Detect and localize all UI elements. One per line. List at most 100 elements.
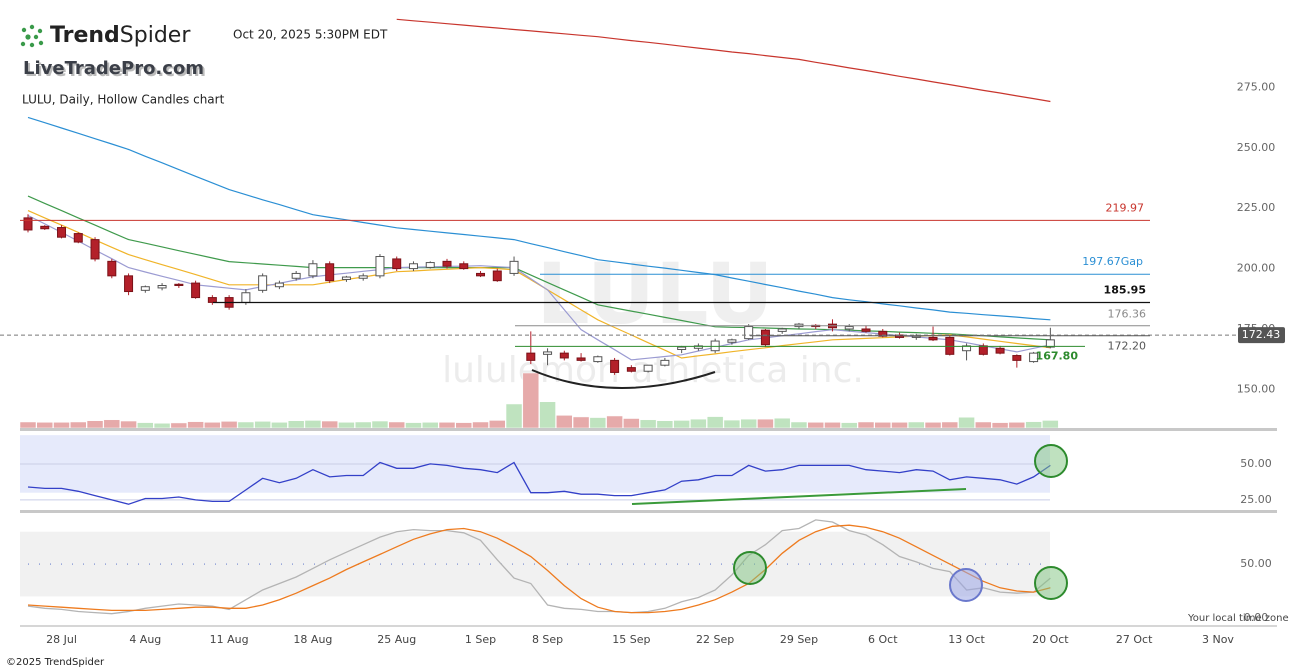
candle-body [274, 282, 284, 288]
candle-body [777, 328, 787, 332]
candle-body [23, 217, 33, 231]
y-tick-label: 25.00 [1240, 493, 1272, 506]
indicator-line [27, 461, 1051, 505]
x-tick-label: 8 Sep [532, 633, 563, 646]
x-tick-label: 20 Oct [1032, 633, 1069, 646]
volume-bar [656, 420, 674, 428]
volume-bar [237, 421, 255, 428]
candle-body [157, 285, 167, 289]
volume-bar [740, 418, 757, 428]
cup-drawing [531, 369, 716, 389]
volume-bar [53, 422, 70, 428]
timestamp: Oct 20, 2025 5:30PM EDT [233, 28, 388, 42]
site-watermark: LiveTradePro.com [23, 58, 204, 79]
candle-body [90, 239, 100, 260]
candle-body [995, 347, 1005, 354]
volume-bar [790, 421, 808, 428]
candle-body [727, 339, 737, 343]
y-tick-label: 200.00 [1237, 262, 1276, 275]
volume-bar [924, 422, 942, 428]
level-value: 176.36 [1108, 308, 1147, 321]
x-tick-label: 3 Nov [1202, 633, 1234, 646]
site-shadow: LiveTradePro.com [25, 60, 206, 81]
indicator-line [27, 524, 1051, 614]
footer: ©2025 TrendSpider [6, 657, 105, 668]
candle-body [40, 225, 50, 230]
timezone-note: Your local time zone [1187, 613, 1289, 624]
y-tick-label: 225.00 [1237, 201, 1276, 214]
candle-body [626, 367, 636, 372]
candle-body [677, 346, 687, 351]
level-label: 167.80 [1036, 349, 1079, 362]
y-tick-label: 275.00 [1237, 80, 1276, 93]
volume-bar [991, 422, 1009, 428]
candle-body [207, 297, 217, 303]
highlight-circle [733, 551, 767, 585]
candle-body [442, 260, 452, 267]
volume-bar [489, 420, 506, 428]
volume-bar [36, 422, 54, 428]
candle-body [174, 283, 184, 287]
symbol-watermark: LULU [536, 245, 773, 343]
volume-bar [975, 421, 992, 428]
volume-bar [539, 401, 556, 428]
candle-body [576, 357, 586, 361]
volume-bar [673, 420, 690, 428]
volume-bar [170, 422, 188, 428]
panel-separator [20, 428, 1277, 431]
candle-body [744, 326, 754, 340]
volume-bar [271, 422, 288, 428]
logo-icon [20, 24, 44, 48]
volume-bar [354, 421, 372, 428]
level-tag: Gap [1121, 255, 1143, 268]
volume-bar [455, 422, 473, 428]
volume-bar [1025, 421, 1042, 428]
volume-bar [371, 420, 389, 428]
volume-bar [723, 419, 741, 428]
volume-bar [556, 415, 573, 428]
candle-body [408, 263, 418, 270]
volume-bar [421, 422, 439, 428]
x-tick-label: 13 Oct [948, 633, 985, 646]
volume-bar [86, 420, 104, 428]
candle-body [610, 359, 620, 373]
y-tick-label: 150.00 [1237, 382, 1276, 395]
volume-bar [505, 403, 523, 428]
candle-body [375, 256, 385, 277]
candle-body [526, 352, 536, 361]
level-value: 219.97 [1106, 201, 1145, 214]
level-label: 172.20 [1108, 340, 1147, 353]
volume-bar [773, 417, 791, 428]
highlight-circle [949, 568, 983, 602]
level-label: 185.95 [1104, 284, 1146, 297]
candle-body [73, 233, 83, 243]
volume-bar [941, 421, 959, 428]
x-tick-label: 4 Aug [129, 633, 161, 646]
last-price-label: 172.43 [1242, 328, 1281, 341]
volume-bar [220, 421, 238, 428]
x-tick-label: 11 Aug [210, 633, 249, 646]
volume-bar [623, 418, 640, 428]
candle-body [492, 270, 502, 282]
x-tick-label: 27 Oct [1116, 633, 1153, 646]
y-tick-label: 50.00 [1240, 557, 1272, 570]
volume-bar [807, 422, 824, 428]
candle-body [308, 263, 318, 277]
candle-body [928, 336, 938, 341]
candle-body [978, 345, 988, 355]
volume-bar [120, 420, 137, 428]
candle-body [140, 286, 150, 291]
y-tick-label: 0.00 [1244, 611, 1269, 624]
volume-bar [690, 418, 707, 428]
volume-bar [153, 423, 171, 428]
x-tick-label: 29 Sep [780, 633, 818, 646]
level-value: 197.67 [1082, 255, 1121, 268]
volume-bar [287, 420, 305, 428]
volume-bar [706, 416, 724, 428]
brand: TrendSpider [50, 23, 191, 48]
candle-body [1012, 355, 1022, 361]
moving-average [396, 18, 1051, 103]
volume-bar [388, 421, 405, 428]
volume-bar [639, 419, 657, 428]
